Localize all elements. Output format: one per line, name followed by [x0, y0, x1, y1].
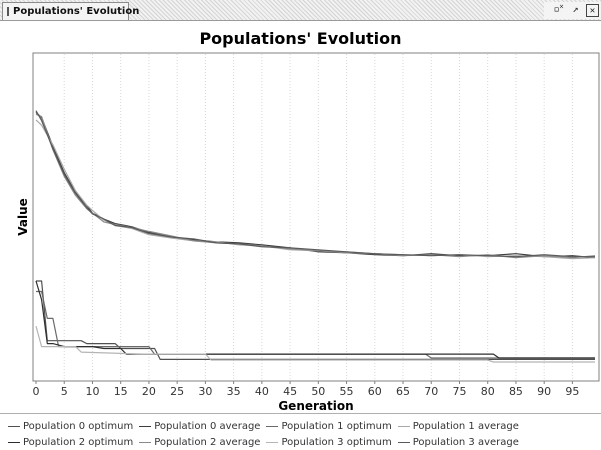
grid [63, 54, 573, 380]
legend-swatch [266, 441, 279, 443]
window-icon [7, 7, 9, 16]
line-chart: 0 5 10 15 20 25 30 35 40 45 50 55 60 65 70 75 80 85 90 95 G… [16, 52, 600, 413]
maximize-icon[interactable]: ↗ [572, 4, 579, 15]
x-tick-label: 45 [283, 385, 297, 398]
legend-item: Population 3 optimum [266, 434, 392, 450]
legend-item: Population 1 optimum [266, 418, 392, 434]
series-line-5 [35, 113, 596, 259]
legend-item: Population 2 average [139, 434, 260, 450]
series-line-6 [35, 326, 595, 363]
series-layer [35, 110, 596, 363]
legend-swatch [8, 441, 20, 443]
legend-label: Population 3 optimum [281, 436, 392, 448]
x-tick-label: 65 [396, 385, 410, 398]
x-tick-label: 50 [311, 385, 325, 398]
legend-label: Population 1 average [412, 420, 519, 432]
x-axis-ticks: 0 5 10 15 20 25 30 35 40 45 50 55 60 65 70 75 80 85 90 95 [33, 381, 579, 398]
legend-swatch [139, 441, 152, 443]
y-axis-label: Value [16, 198, 30, 236]
legend-item: Population 2 optimum [8, 434, 133, 450]
legend-label: Population 0 average [154, 420, 261, 432]
legend-swatch [139, 425, 152, 427]
x-axis-label: Generation [278, 399, 353, 413]
x-tick-label: 5 [61, 385, 68, 398]
x-tick-label: 10 [85, 385, 99, 398]
x-tick-label: 30 [198, 385, 212, 398]
series-line-2 [36, 290, 595, 359]
legend-label: Population 2 optimum [23, 436, 134, 448]
tab-populations-evolution[interactable]: Populations' Evolution [2, 2, 139, 20]
x-tick-label: 35 [227, 385, 241, 398]
x-tick-label: 20 [142, 385, 156, 398]
legend-swatch [397, 425, 410, 427]
series-line-7 [35, 110, 595, 258]
series-line-0 [36, 280, 595, 360]
x-tick-label: 40 [255, 385, 269, 398]
x-tick-label: 75 [452, 385, 466, 398]
series-line-4 [35, 280, 595, 359]
legend-swatch [8, 425, 20, 427]
plot-area [32, 52, 600, 382]
legend-label: Population 1 optimum [281, 420, 392, 432]
window-controls: ▫˟ ↗ ✕ [544, 2, 601, 19]
x-tick-label: 25 [170, 385, 184, 398]
title-bar: Populations' Evolution ▫˟ ↗ ✕ [0, 0, 601, 21]
legend-label: Population 0 optimum [23, 420, 134, 432]
close-icon[interactable]: ✕ [586, 4, 599, 17]
minimize-icon[interactable]: ▫˟ [553, 4, 564, 15]
legend-swatch [266, 425, 279, 427]
legend-swatch [397, 441, 410, 443]
legend-item: Population 0 optimum [8, 418, 133, 434]
legend-label: Population 2 average [154, 436, 261, 448]
x-tick-label: 60 [368, 385, 382, 398]
tab-label: Populations' Evolution [13, 6, 140, 17]
x-tick-label: 55 [340, 385, 354, 398]
chart-legend: Population 0 optimum Population 0 average… [0, 413, 601, 450]
x-tick-label: 85 [509, 385, 523, 398]
x-tick-label: 95 [565, 385, 579, 398]
chart-title: Populations' Evolution [199, 29, 402, 48]
x-tick-label: 0 [33, 385, 40, 398]
series-line-3 [35, 119, 596, 260]
series-line-1 [35, 111, 596, 259]
legend-item: Population 3 average [397, 434, 519, 450]
x-tick-label: 80 [481, 385, 495, 398]
x-tick-label: 90 [537, 385, 551, 398]
x-tick-label: 70 [424, 385, 438, 398]
x-tick-label: 15 [114, 385, 128, 398]
legend-item: Population 1 average [397, 418, 519, 434]
legend-item: Population 0 average [139, 418, 260, 434]
legend-label: Population 3 average [412, 436, 519, 448]
